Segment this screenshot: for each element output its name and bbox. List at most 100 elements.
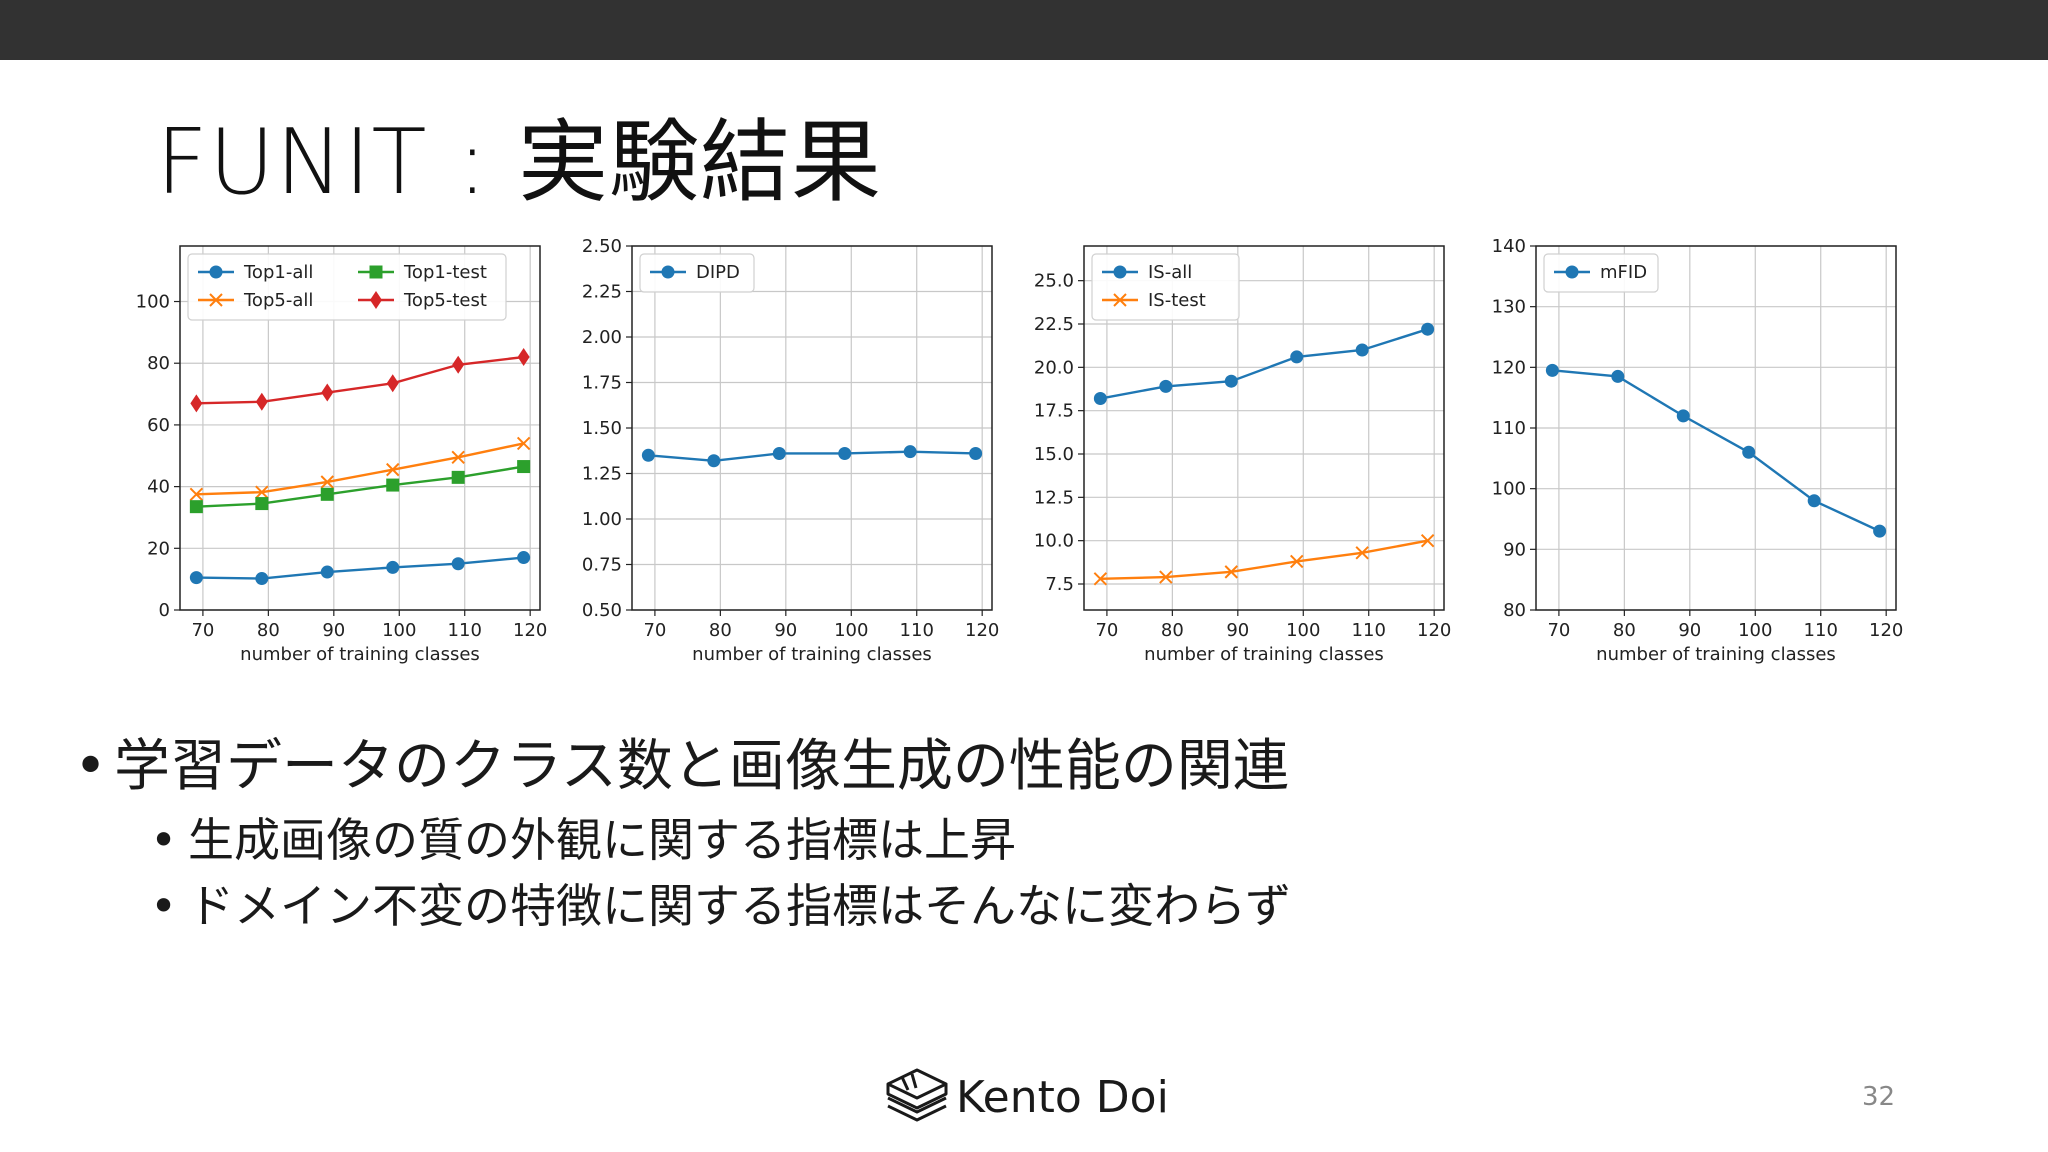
data-point (320, 565, 334, 579)
x-tick-label: 110 (1352, 620, 1386, 641)
data-point (255, 497, 269, 511)
y-tick-label: 110 (1492, 418, 1526, 439)
x-axis-label: number of training classes (240, 644, 480, 665)
series-mfid (1545, 363, 1887, 538)
data-point (386, 462, 400, 477)
plot-frame (179, 245, 541, 611)
legend-label: IS-test (1148, 290, 1206, 311)
grid (632, 245, 992, 611)
chart-accuracy: 70 80 90 100 110 120 0 20 40 60 80 100 number of tra… (136, 245, 547, 665)
legend: Top1-all Top5-all Top1-test Top5-test (187, 253, 507, 321)
y-tick-label: 100 (136, 292, 170, 313)
data-point (320, 487, 334, 501)
data-point (1873, 524, 1887, 538)
bullet-level2: • 生成画像の質の外観に関する指標は上昇 (150, 810, 1016, 870)
legend-box (1543, 253, 1659, 293)
y-tick-label: 2.00 (582, 327, 622, 348)
x-tick-label: 80 (1613, 620, 1636, 641)
legend-item: Top5-test (358, 290, 487, 311)
x-tick-label: 100 (834, 620, 868, 641)
series-top1-all (189, 551, 531, 586)
y-tick-label: 22.5 (1034, 314, 1074, 335)
top-bar (0, 0, 2048, 60)
grid (1536, 245, 1896, 611)
legend-marker (1113, 265, 1127, 279)
x-tick-label: 110 (900, 620, 934, 641)
legend-label: Top1-test (403, 262, 487, 283)
legend-label: Top1-all (243, 262, 313, 283)
x-tick-label: 70 (1547, 620, 1570, 641)
x-tick-label: 120 (965, 620, 999, 641)
y-tick-label: 20.0 (1034, 357, 1074, 378)
legend-marker (369, 265, 383, 279)
legend-item: IS-test (1102, 290, 1206, 311)
data-point (969, 446, 983, 460)
data-point (255, 485, 269, 499)
x-tick-label: 120 (1869, 620, 1903, 641)
y-tick-label: 60 (147, 415, 170, 436)
y-tick-label: 80 (1503, 600, 1526, 621)
data-point (1159, 570, 1173, 584)
y-tick-label: 25.0 (1034, 271, 1074, 292)
legend-marker (209, 293, 223, 307)
y-tick-label: 140 (1492, 236, 1526, 257)
layered-box-logo-icon (886, 1068, 948, 1122)
y-tick-label: 17.5 (1034, 401, 1074, 422)
data-point (321, 383, 334, 402)
legend: IS-all IS-test (1091, 253, 1240, 321)
series-line (196, 355, 524, 405)
data-point (707, 454, 721, 468)
plot-frame (1083, 245, 1445, 611)
x-axis-label: number of training classes (1596, 644, 1836, 665)
y-tick-label: 100 (1492, 479, 1526, 500)
legend: mFID (1543, 253, 1659, 293)
legend-label: mFID (1600, 262, 1647, 283)
legend-item: Top5-all (198, 290, 313, 311)
bullet-dot: • (150, 879, 178, 933)
data-point (189, 571, 203, 585)
bullet-text: 生成画像の質の外観に関する指標は上昇 (188, 813, 1016, 867)
data-point (1224, 565, 1238, 579)
x-tick-label: 100 (1286, 620, 1320, 641)
series-line (1552, 369, 1881, 533)
series-line (196, 556, 524, 580)
data-point (386, 560, 400, 574)
legend-marker (1113, 293, 1127, 307)
legend: DIPD (639, 253, 755, 293)
legend-label: IS-all (1148, 262, 1192, 283)
data-point (1093, 572, 1108, 586)
data-point (1290, 350, 1304, 364)
y-tick-label: 0.50 (582, 600, 622, 621)
legend-item: Top1-all (198, 262, 313, 283)
legend-label: DIPD (696, 262, 740, 283)
data-point (452, 355, 465, 374)
bullet-dot: • (74, 734, 108, 799)
legend-item: IS-all (1102, 262, 1192, 283)
data-point (386, 374, 399, 393)
y-tick-label: 1.25 (582, 464, 622, 485)
data-point (451, 557, 465, 571)
bullet-level1: • 学習データのクラス数と画像生成の性能の関連 (74, 732, 1289, 802)
legend-box (187, 253, 507, 321)
series-line (1100, 328, 1428, 400)
y-tick-label: 0.75 (582, 555, 622, 576)
bullet-text: 学習データのクラス数と画像生成の性能の関連 (114, 734, 1289, 799)
data-point (1093, 392, 1107, 406)
series-is-all (1093, 322, 1435, 406)
series-top1-test (189, 460, 531, 514)
y-tick-label: 10.0 (1034, 531, 1074, 552)
series-top5-all (189, 436, 531, 502)
y-tick-label: 2.25 (582, 282, 622, 303)
y-tick-label: 1.50 (582, 418, 622, 439)
y-tick-label: 7.5 (1045, 574, 1074, 595)
data-point (772, 446, 786, 460)
legend-marker (1565, 265, 1579, 279)
data-point (189, 500, 203, 514)
data-point (1224, 374, 1238, 388)
data-point (517, 348, 530, 367)
legend-marker (661, 265, 675, 279)
series-top5-test (190, 348, 530, 413)
data-point (1545, 363, 1559, 377)
y-tick-label: 130 (1492, 297, 1526, 318)
x-tick-label: 80 (1161, 620, 1184, 641)
